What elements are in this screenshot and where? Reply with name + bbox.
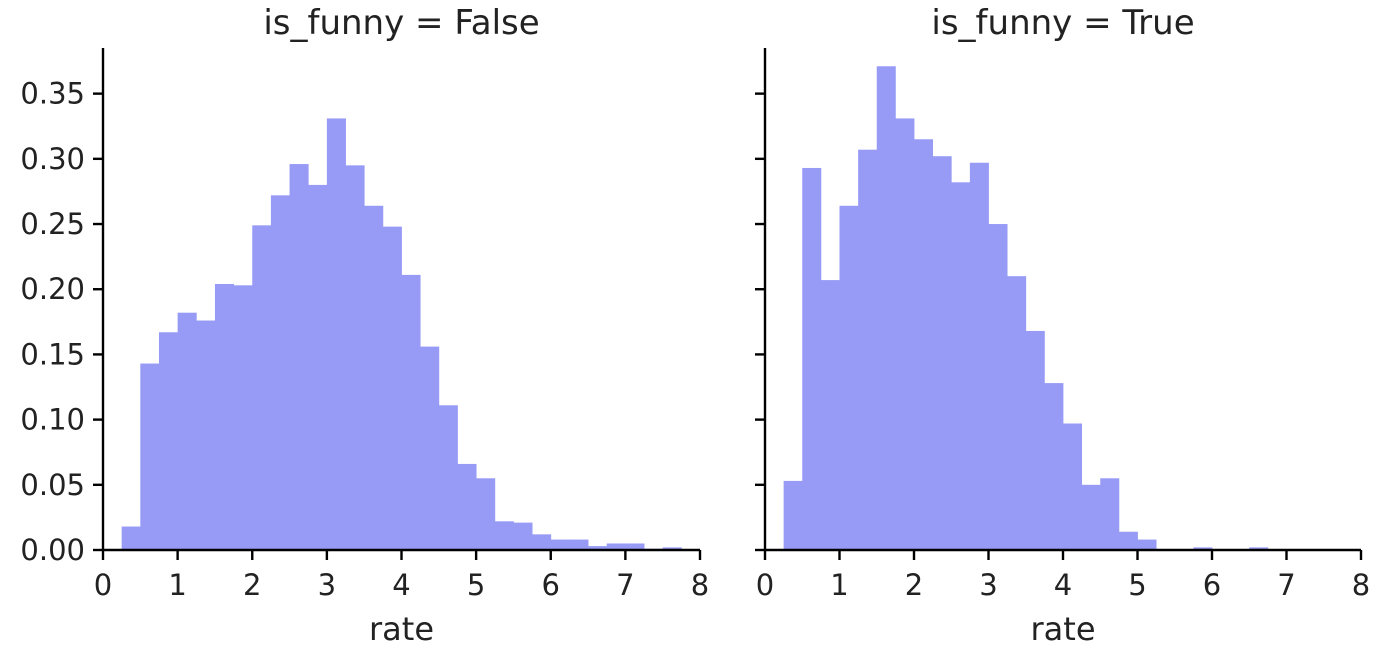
x-tick-label: 7 (616, 568, 634, 602)
histogram-bar (494, 521, 514, 550)
facet-title: is_funny = False (263, 3, 539, 43)
y-tick-label: 0.05 (20, 468, 85, 502)
x-tick-label: 4 (392, 568, 410, 602)
y-tick-label: 0.30 (20, 142, 85, 176)
histogram-bar (969, 162, 989, 551)
x-tick-label: 2 (905, 568, 923, 602)
x-tick-label: 8 (691, 568, 709, 602)
y-tick-label: 0.10 (20, 403, 85, 437)
histogram-bar (438, 405, 458, 550)
histogram-bar (158, 332, 179, 550)
x-tick-label: 8 (1352, 568, 1370, 602)
x-tick-label: 2 (243, 568, 261, 602)
histogram-bar (951, 182, 971, 551)
histogram-bar (588, 546, 608, 550)
histogram-bar (457, 463, 477, 550)
histogram-bar (876, 66, 896, 550)
x-axis-label: rate (369, 610, 434, 648)
histogram-bar (364, 205, 384, 550)
histogram-bar (1044, 383, 1064, 550)
x-tick-label: 6 (542, 568, 560, 602)
histogram-bar (1193, 547, 1213, 550)
histogram-bar (196, 320, 216, 550)
histogram-bar (988, 224, 1008, 550)
histogram-bar (289, 164, 309, 551)
histogram-bar (177, 312, 197, 550)
histogram-bar (382, 226, 402, 550)
x-tick-label: 0 (94, 568, 112, 602)
histogram-bar (569, 539, 589, 550)
y-tick-label: 0.00 (20, 533, 85, 567)
histogram-bar (345, 165, 365, 550)
histogram-bar (513, 522, 533, 550)
x-tick-label: 0 (756, 568, 774, 602)
histogram-bar (1025, 330, 1045, 550)
histogram-bars (783, 66, 1269, 551)
facet-panel-1: 0 1 2 3 4 5 6 7 8 0.00 0.05 0.10 0.15 0.20 0.25 0.30 0.3… (20, 3, 709, 648)
histogram-bar (401, 274, 421, 550)
x-tick-label: 3 (318, 568, 336, 602)
histogram-bar (270, 195, 290, 550)
histogram-bar (858, 149, 878, 550)
y-tick-label: 0.35 (20, 77, 85, 111)
histogram-bar (839, 205, 859, 550)
histogram-bar (121, 526, 141, 550)
histogram-bar (252, 225, 272, 550)
histogram-bar (895, 118, 915, 550)
histogram-bar (532, 534, 552, 550)
x-tick-label: 3 (979, 568, 997, 602)
histogram-bar (820, 280, 840, 550)
y-tick-label: 0.25 (20, 207, 85, 241)
x-tick-label: 5 (1128, 568, 1146, 602)
facet-title: is_funny = True (931, 3, 1194, 43)
histogram-bar (932, 156, 952, 550)
histogram-bar (140, 363, 160, 550)
histogram-bar (1137, 539, 1157, 550)
histogram-bar (1118, 531, 1138, 550)
y-tick-label: 0.20 (20, 272, 85, 306)
histogram-bar (1100, 478, 1120, 550)
histogram-bars (121, 118, 682, 551)
histogram-bar (1063, 423, 1083, 550)
histogram-bar (783, 480, 803, 550)
histogram-bar (233, 285, 253, 550)
histogram-bar (1081, 484, 1101, 550)
histogram-bar (914, 139, 934, 550)
histogram-bar (1007, 276, 1027, 550)
x-axis-label: rate (1031, 610, 1096, 648)
x-tick-label: 1 (168, 568, 186, 602)
x-tick-label: 7 (1277, 568, 1295, 602)
facet-panel-2: 0 1 2 3 4 5 6 7 8 is_funny = True rate (755, 3, 1370, 648)
histogram-bar (476, 478, 496, 550)
histogram-bar (214, 284, 234, 550)
x-tick-label: 5 (467, 568, 485, 602)
y-tick-label: 0.15 (20, 337, 85, 371)
histogram-bar (606, 543, 626, 550)
histogram-bar (662, 547, 682, 550)
histogram-bar (326, 118, 346, 550)
x-tick-label: 4 (1054, 568, 1072, 602)
histogram-bar (550, 539, 570, 550)
histogram-bar (420, 346, 440, 550)
x-tick-label: 1 (830, 568, 848, 602)
histogram-bar (1249, 547, 1269, 550)
histogram-bar (802, 167, 822, 550)
histogram-bar (308, 184, 328, 550)
x-tick-label: 6 (1203, 568, 1221, 602)
histogram-bar (625, 543, 645, 550)
